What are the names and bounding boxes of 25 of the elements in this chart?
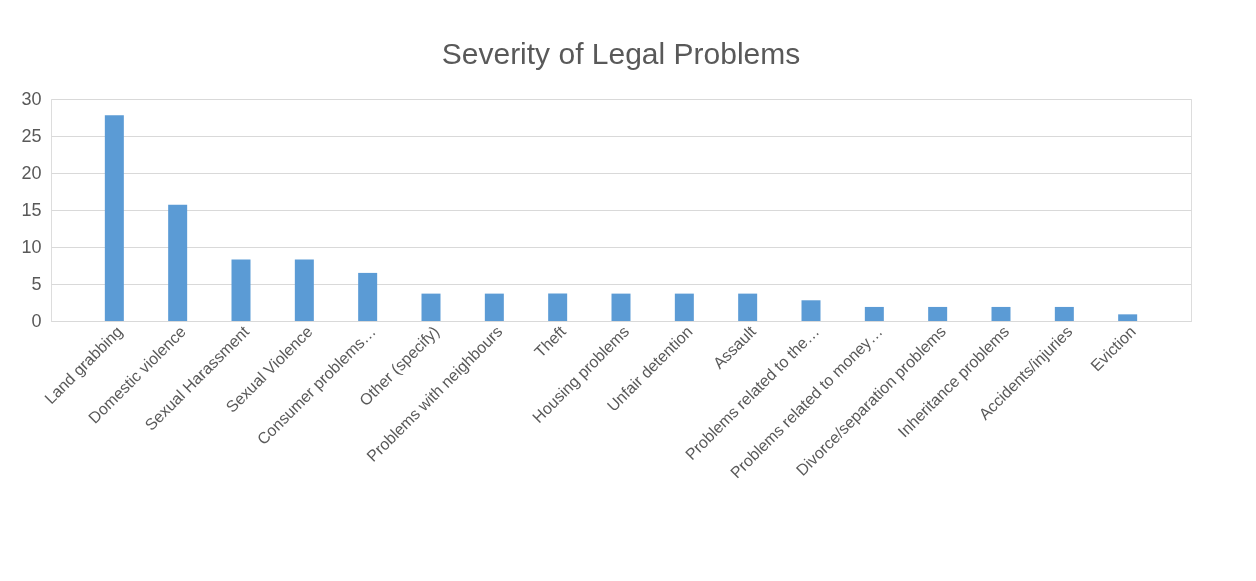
bar [991,306,1011,321]
bar [294,259,314,321]
bar [928,306,948,321]
y-tick-label: 0 [31,310,42,331]
bar [738,293,758,321]
bar [104,115,124,321]
chart-title: Severity of Legal Problems [441,37,801,70]
bar [611,293,631,321]
y-tick-label: 30 [21,88,42,109]
bar [864,306,884,321]
bar [801,300,821,321]
bar [1054,306,1074,321]
bar [1118,314,1138,321]
bar [674,293,694,321]
y-tick-label: 10 [21,236,42,257]
bar [358,272,378,321]
bar [168,204,188,321]
y-tick-label: 20 [21,162,42,183]
bar [484,293,504,321]
y-tick-label: 5 [31,273,42,294]
bar [548,293,568,321]
bar [231,259,251,321]
y-tick-label: 15 [21,199,42,220]
y-tick-label: 25 [21,125,42,146]
bar [421,293,441,321]
